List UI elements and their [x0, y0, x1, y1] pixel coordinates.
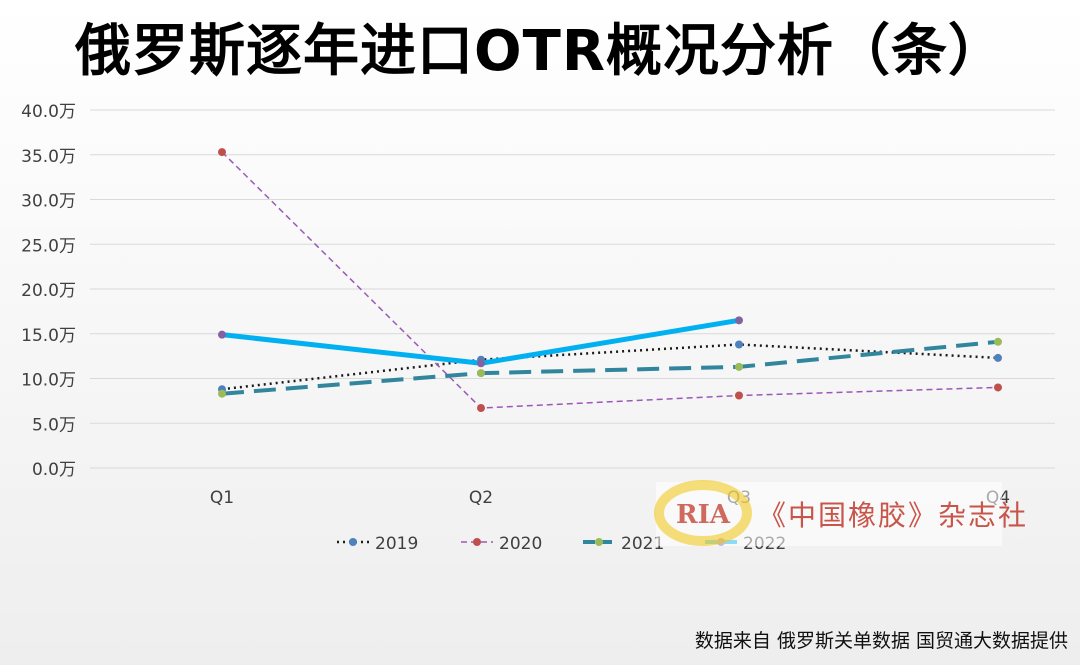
data-point-2022: [735, 316, 743, 325]
legend-marker-2019: [349, 538, 357, 546]
chart-title: 俄罗斯逐年进口OTR概况分析（条）: [75, 19, 1005, 84]
data-point-2021: [477, 369, 485, 378]
data-point-2019: [994, 353, 1002, 362]
data-point-2020: [735, 391, 743, 400]
x-tick-label: Q1: [210, 488, 234, 508]
y-tick-label: 30.0万: [21, 192, 76, 212]
y-axis-ticks: 0.0万 5.0万 10.0万 15.0万 20.0万 25.0万 30.0万 35.0万 40…: [21, 102, 76, 480]
y-tick-label: 20.0万: [21, 281, 76, 301]
y-tick-label: 40.0万: [21, 102, 76, 122]
data-point-2020: [994, 383, 1002, 392]
series-line-2020: [221, 151, 999, 409]
data-point-2021: [735, 362, 743, 371]
y-tick-label: 15.0万: [21, 326, 76, 346]
data-source-note: 数据来自 俄罗斯关单数据 国贸通大数据提供: [694, 630, 1068, 652]
y-tick-label: 25.0万: [21, 236, 76, 256]
data-point-2022: [477, 359, 485, 368]
data-point-2021: [218, 389, 226, 398]
data-point-2021: [994, 337, 1002, 346]
legend-label-2021: 2021: [621, 534, 664, 554]
y-tick-label: 0.0万: [32, 460, 76, 480]
legend-label-2020: 2020: [499, 534, 542, 554]
y-tick-label: 5.0万: [32, 415, 76, 435]
gridlines: [90, 109, 1055, 469]
data-point-2019: [735, 340, 743, 349]
legend-label-2019: 2019: [375, 534, 418, 554]
y-tick-label: 10.0万: [21, 371, 76, 391]
x-tick-label: Q2: [469, 488, 493, 508]
series-line-2019: [221, 343, 999, 391]
watermark-text: 《中国橡胶》杂志社: [758, 499, 1029, 532]
y-tick-label: 35.0万: [21, 147, 76, 167]
data-point-2020: [218, 148, 226, 157]
legend-marker-2020: [473, 538, 481, 546]
data-point-2022: [218, 330, 226, 339]
data-point-2020: [477, 404, 485, 413]
series-line-2021: [221, 339, 999, 396]
legend-marker-2021: [595, 538, 603, 546]
series-lines: [218, 148, 1002, 413]
